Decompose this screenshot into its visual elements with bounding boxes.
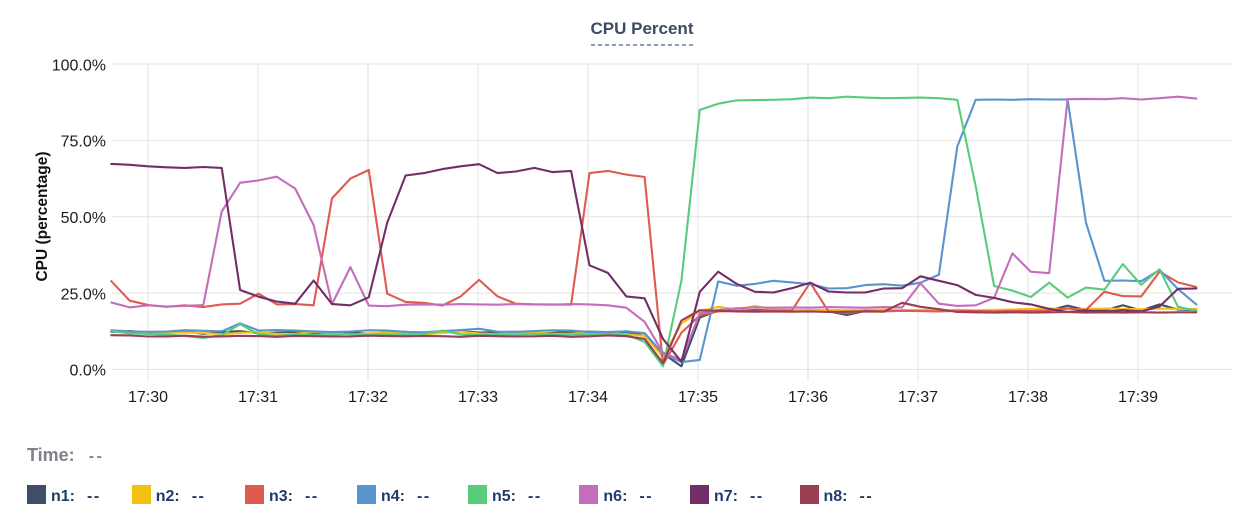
svg-text:100.0%: 100.0% [52,57,106,74]
svg-text:17:35: 17:35 [678,389,718,406]
svg-text:17:36: 17:36 [788,389,828,406]
svg-text:17:30: 17:30 [128,389,168,406]
svg-text:17:37: 17:37 [898,389,938,406]
svg-text:17:31: 17:31 [238,389,278,406]
svg-text:50.0%: 50.0% [61,210,106,227]
svg-text:17:39: 17:39 [1118,389,1158,406]
svg-text:CPU (percentage): CPU (percentage) [34,151,51,281]
svg-text:0.0%: 0.0% [70,363,106,380]
svg-text:25.0%: 25.0% [61,286,106,303]
svg-text:75.0%: 75.0% [61,134,106,151]
svg-text:17:32: 17:32 [348,389,388,406]
svg-text:17:38: 17:38 [1008,389,1048,406]
svg-text:17:33: 17:33 [458,389,498,406]
svg-text:17:34: 17:34 [568,389,608,406]
